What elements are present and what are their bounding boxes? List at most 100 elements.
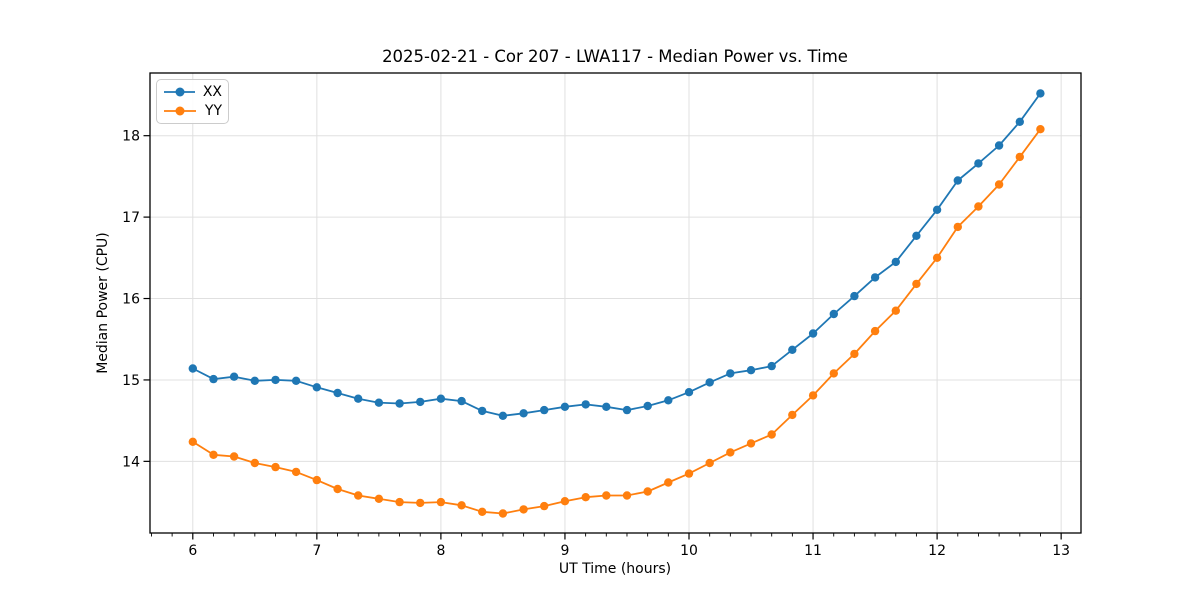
x-tick-label: 8 [436,543,445,559]
series-XX-marker [188,364,197,373]
series-YY-marker [684,469,694,478]
series-XX-marker [953,176,962,185]
xx-series-swatch-icon [164,87,195,97]
series-YY-marker [664,478,673,487]
series-YY-marker [891,306,900,315]
series-YY-marker [912,279,921,289]
x-tick-label: 12 [928,543,946,559]
series-XX-marker [705,378,714,387]
series-YY-marker [622,491,632,500]
series-XX-marker [808,329,818,338]
series-XX-marker [291,376,301,385]
series-XX-marker [312,383,321,392]
series-XX-marker [478,406,487,416]
series-XX-marker [829,309,838,319]
series-YY-marker [829,369,838,378]
series-XX-marker [519,409,528,418]
x-tick-label: 9 [560,543,569,559]
series-YY-marker [250,458,259,468]
series-YY-marker [312,475,321,485]
series-XX-marker [746,366,756,375]
y-tick-label: 14 [122,454,140,470]
series-YY-marker [850,349,859,359]
series-XX-marker [912,231,921,240]
series-YY-marker [643,487,652,496]
series-XX-marker [932,205,942,214]
series-XX-marker [374,398,384,407]
series-XX-marker [767,361,776,371]
series-XX-marker [209,374,218,384]
x-tick-label: 13 [1052,543,1070,559]
series-XX-marker [498,411,508,420]
x-tick-label: 6 [188,543,197,559]
legend-label-yy: YY [204,102,222,119]
series-XX-marker [643,401,652,411]
series-YY-marker [602,491,611,500]
series-YY-marker [436,497,446,507]
series-YY-marker [932,253,942,262]
series-YY-marker [1036,125,1045,134]
y-tick-label: 18 [122,129,140,145]
series-YY-marker [498,509,508,518]
series-YY-marker [271,462,280,472]
legend-item-yy: YY [163,102,222,121]
series-YY-marker [870,326,880,336]
series-XX-marker [788,345,797,354]
legend: XX YY [156,79,229,124]
series-YY-marker [540,501,549,511]
series-YY-marker [746,439,756,448]
chart-title: 2025-02-21 - Cor 207 - LWA117 - Median P… [382,47,848,66]
series-XX-marker [229,372,239,381]
series-XX-marker [974,159,983,168]
series-XX-marker [1036,89,1045,98]
legend-label-xx: XX [202,84,222,101]
yy-series-swatch-icon [164,106,196,116]
series-XX-marker [994,141,1004,150]
series-XX-marker [457,396,466,406]
x-tick-label: 10 [680,543,698,559]
series-XX-marker [726,369,735,378]
series-YY-marker [188,437,197,446]
series-XX-marker [602,402,611,411]
series-YY-marker [478,507,487,516]
x-axis-label: UT Time (hours) [559,561,671,577]
series-YY-marker [333,484,342,494]
series-YY-marker [209,450,218,459]
y-axis-label: Median Power (CPU) [95,232,111,374]
series-XX-marker [622,405,632,415]
series-XX-marker [250,376,259,385]
series-YY-marker [560,497,570,506]
series-XX-marker [436,394,446,403]
series-YY-marker [788,410,797,420]
series-XX-marker [271,375,280,385]
series-XX-line [192,92,1042,417]
series-XX-marker [581,400,590,409]
series-YY-marker [581,493,590,502]
series-YY-marker [374,494,384,503]
series-YY-marker [953,222,962,232]
series-YY-marker [519,505,528,514]
axes-box [149,72,1082,534]
series-YY-marker [291,467,301,477]
series-YY-marker [416,498,425,508]
series-XX-marker [395,399,404,408]
series-YY-marker [705,458,714,468]
series-YY-marker [395,497,404,507]
series-XX-marker [333,388,342,398]
series-YY-marker [229,452,239,461]
series-XX-marker [850,291,859,301]
series-YY-marker [994,180,1004,189]
x-tick-label: 7 [312,543,321,559]
series-XX-marker [870,273,880,282]
y-tick-label: 17 [122,210,140,226]
series-YY-marker [1015,152,1024,162]
y-tick-label: 15 [122,373,140,389]
series-XX-marker [891,257,900,267]
series-XX-marker [664,396,673,405]
series-YY-marker [808,391,818,400]
series-YY-marker [726,448,735,457]
series-YY-line [192,128,1042,515]
series-XX-marker [540,405,549,415]
